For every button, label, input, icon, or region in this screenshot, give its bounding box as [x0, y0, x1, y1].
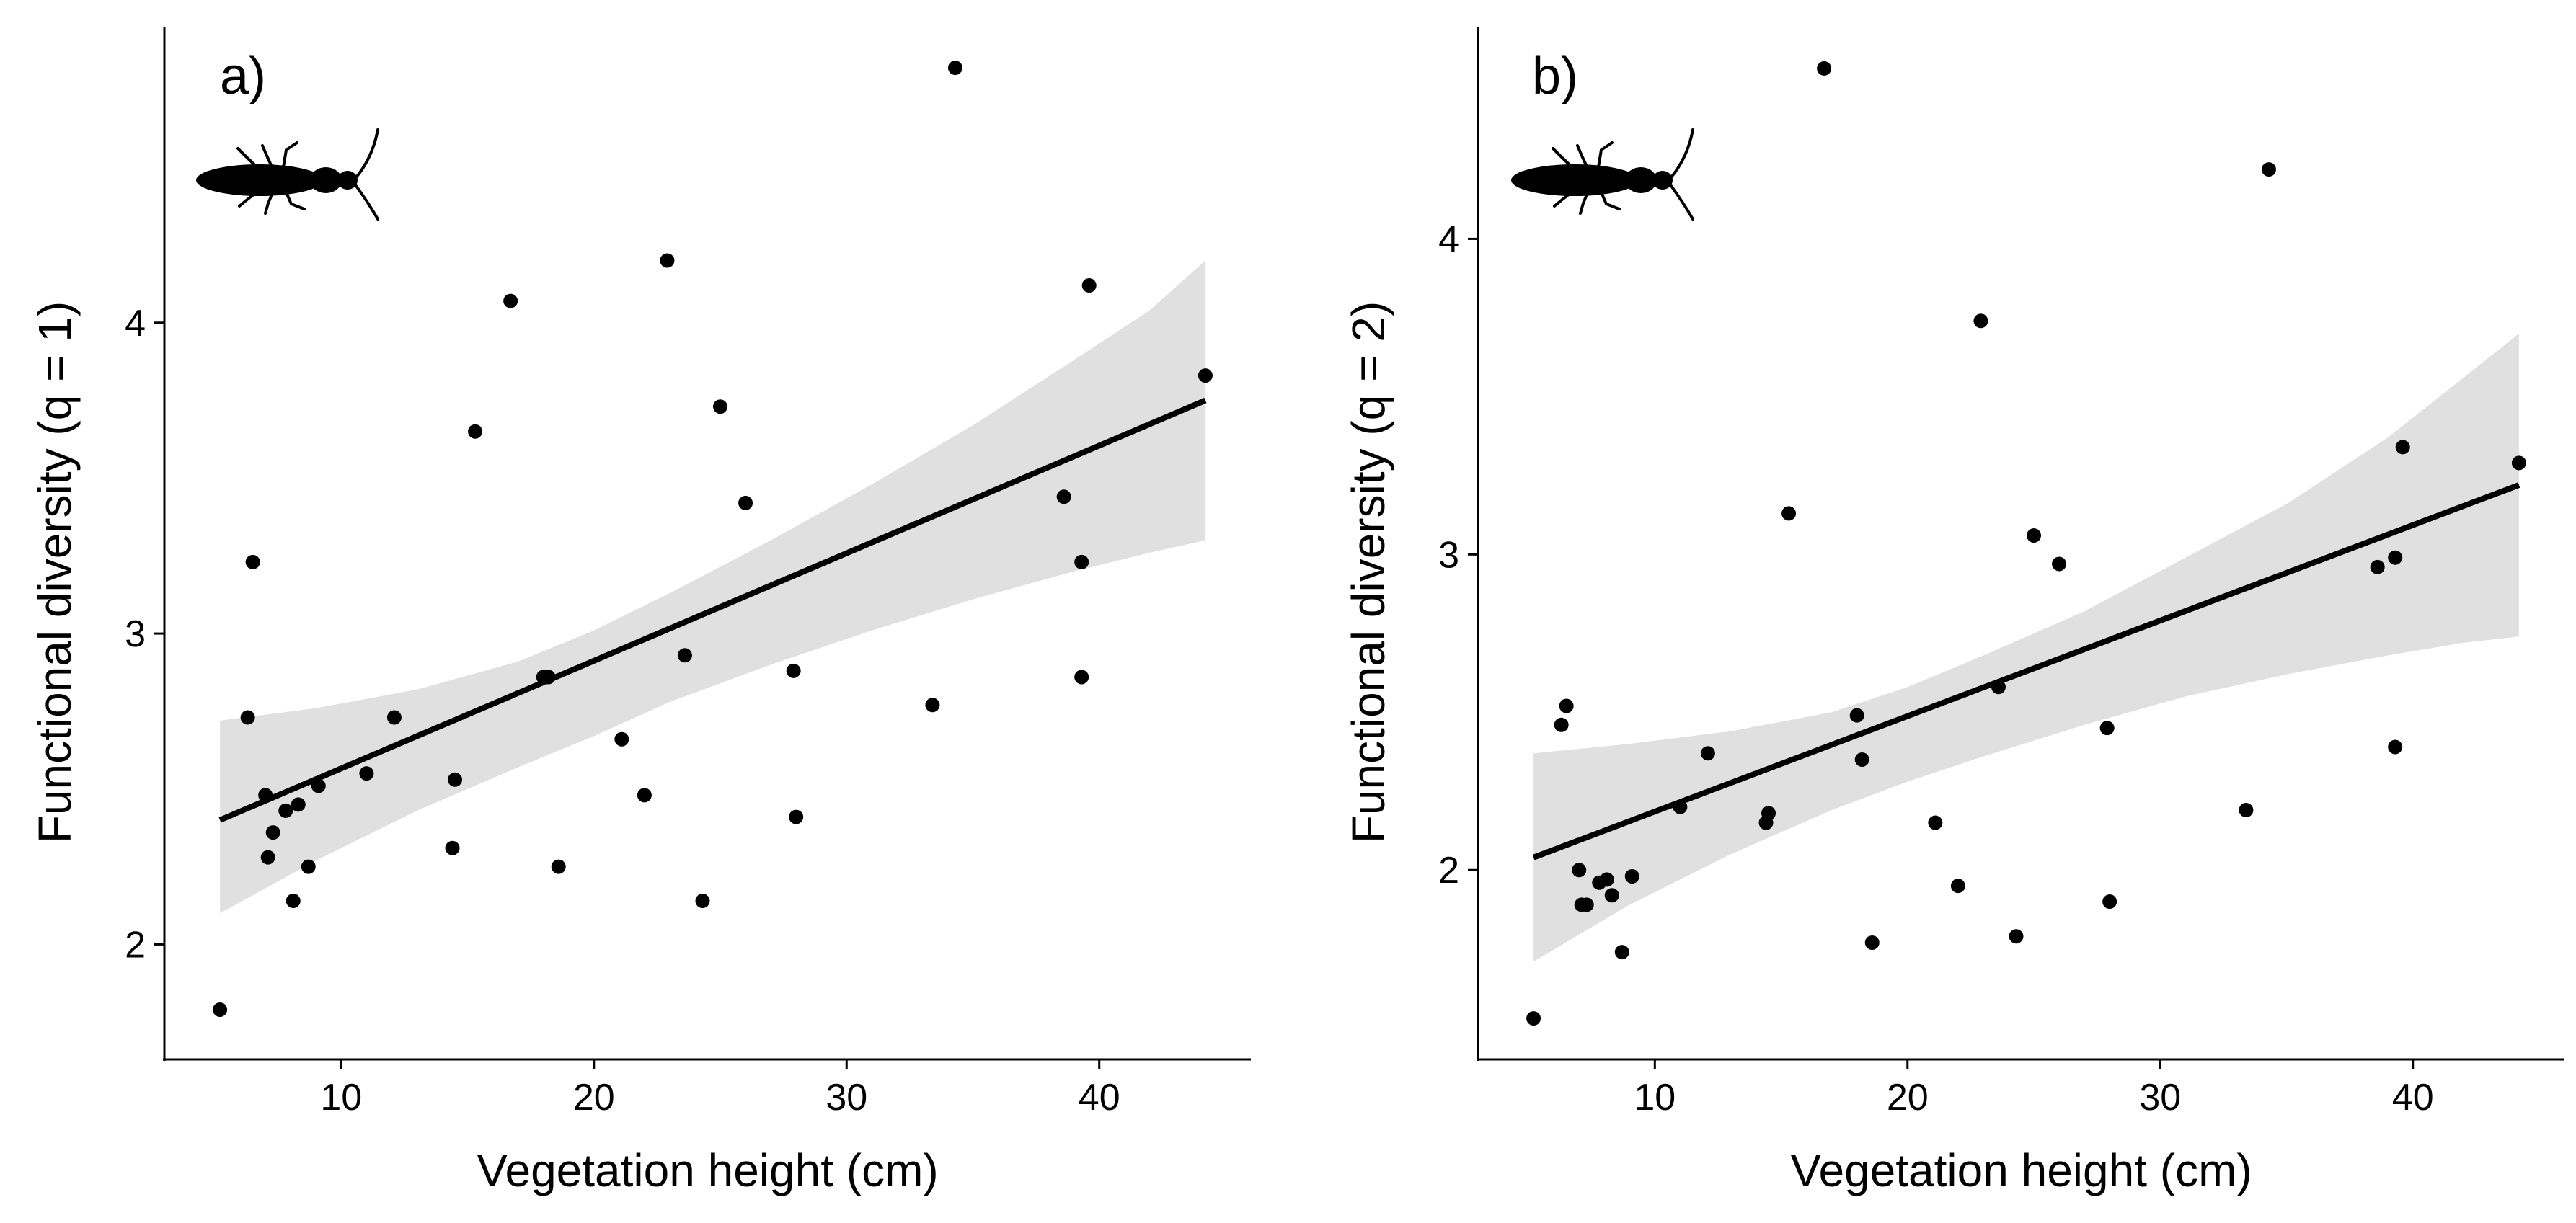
- panel-a-data-point: [265, 825, 280, 840]
- panel-b-x-tick-label: 20: [1887, 1077, 1929, 1119]
- panel-b-data-point: [2388, 739, 2403, 755]
- panel-a-x-tick-label: 30: [826, 1077, 867, 1119]
- panel-a-data-point: [677, 648, 692, 663]
- panel-b-data-point: [1849, 708, 1864, 723]
- panel-b-y-tick-label: 4: [1438, 218, 1459, 260]
- panel-a-data-point: [240, 710, 255, 725]
- panel-b-data-point: [1559, 698, 1574, 713]
- panel-b-data-point: [1817, 61, 1832, 76]
- panel-a-data-point: [713, 399, 728, 414]
- panel-b-data-point: [1599, 872, 1614, 887]
- panel-a-data-point: [311, 778, 326, 793]
- panel-b-data-point: [1781, 506, 1797, 521]
- panel-a-data-point: [738, 495, 753, 510]
- panel-a-data-point: [695, 894, 710, 909]
- panel-b-data-point: [1854, 752, 1869, 767]
- panel-b-data-point: [1673, 799, 1688, 814]
- panel-a-label: a): [220, 48, 266, 105]
- panel-a-x-tick-label: 40: [1079, 1077, 1120, 1119]
- panel-a-data-point: [637, 788, 652, 803]
- panel-a-regression-line: [218, 397, 1207, 823]
- panel-a: a) Vegetation height (cm) Functional div…: [29, 27, 1251, 1196]
- panel-b-y-axis-title: Functional diversity (q = 2): [1342, 301, 1394, 843]
- panel-b-data-point: [1604, 888, 1619, 903]
- panel-a-confidence-band: [220, 260, 1205, 914]
- panel-b-data-point: [1991, 680, 2006, 695]
- panel-b-x-axis-title: Vegetation height (cm): [1790, 1144, 2252, 1196]
- panel-a-data-point: [947, 61, 962, 76]
- panel-b-beetle-icon: [1511, 128, 1694, 221]
- panel-b-data-point: [1950, 879, 1965, 894]
- panel-b-x-tick-label: 40: [2392, 1077, 2434, 1119]
- panel-b-data-point: [1624, 869, 1639, 884]
- panel-a-beetle-icon: [196, 128, 379, 221]
- panel-a-data-point: [260, 850, 275, 865]
- panel-a-data-point: [213, 1002, 228, 1017]
- panel-b-regression-line: [1532, 482, 2520, 860]
- panel-b-data-point: [2511, 455, 2526, 471]
- panel-b-data-point: [2395, 440, 2410, 455]
- panel-a-data-point: [925, 698, 940, 713]
- panel-a-data-point: [291, 797, 306, 812]
- panel-a-data-point: [359, 766, 374, 781]
- panel-b-data-point: [2102, 894, 2117, 910]
- panel-b-data-point: [2261, 162, 2276, 177]
- panel-a-y-tick-label: 3: [125, 613, 146, 655]
- panel-a-data-point: [286, 894, 301, 909]
- panel-b-data-point: [2052, 556, 2067, 572]
- panel-a-y-axis-title: Functional diversity (q = 1): [29, 301, 81, 843]
- panel-b-data-point: [1614, 945, 1629, 960]
- panel-b-data-point: [2099, 721, 2115, 736]
- panel-a-data-point: [789, 809, 804, 824]
- panel-a-data-point: [1056, 489, 1071, 504]
- panel-a-x-axis-title: Vegetation height (cm): [477, 1144, 938, 1196]
- panel-a-y-tick-label: 4: [125, 303, 146, 344]
- panel-b: b) Vegetation height (cm) Functional div…: [1342, 27, 2564, 1196]
- panel-a-x-tick-label: 20: [573, 1077, 615, 1119]
- panel-a-data-point: [660, 253, 675, 268]
- panel-a-data-point: [1074, 670, 1089, 685]
- panel-a-data-point: [614, 731, 629, 747]
- panel-b-data-point: [2239, 803, 2254, 818]
- panel-b-data-point: [1579, 897, 1594, 912]
- panel-a-data-point: [1081, 278, 1097, 293]
- panel-b-x-tick-label: 10: [1634, 1077, 1676, 1119]
- panel-b-y-tick-label: 2: [1438, 850, 1459, 891]
- panel-a-data-point: [445, 840, 460, 855]
- panel-b-data-point: [2370, 559, 2385, 574]
- panel-b-data-point: [2388, 550, 2403, 565]
- panel-b-data-point: [2027, 528, 2042, 543]
- panel-b-data-point: [1928, 815, 1943, 830]
- panel-b-data-point: [1572, 863, 1587, 878]
- panel-a-data-point: [468, 424, 483, 439]
- panel-a-data-point: [503, 293, 518, 308]
- panel-b-data-point: [1700, 746, 1715, 761]
- panel-b-y-tick-label: 3: [1438, 534, 1459, 576]
- panel-a-x-tick-label: 10: [320, 1077, 362, 1119]
- panel-b-data-point: [2009, 929, 2024, 944]
- panel-a-y-tick-label: 2: [125, 924, 146, 966]
- panel-a-data-point: [386, 710, 402, 725]
- panel-b-label: b): [1532, 48, 1578, 105]
- panel-b-data-point: [1761, 806, 1776, 821]
- panel-a-data-point: [786, 663, 801, 678]
- panel-a-data-point: [245, 554, 260, 569]
- panel-b-data-point: [1864, 935, 1880, 950]
- panel-a-data-point: [278, 803, 293, 818]
- panel-a-data-point: [1198, 368, 1213, 383]
- panel-a-data-point: [1074, 554, 1089, 569]
- panel-a-data-point: [551, 859, 566, 874]
- panel-a-data-point: [258, 788, 273, 803]
- panel-a-data-point: [541, 670, 556, 685]
- panel-b-data-point: [1973, 313, 1988, 329]
- panel-b-confidence-band: [1533, 333, 2519, 962]
- panel-b-data-point: [1554, 717, 1569, 732]
- panel-a-data-point: [301, 859, 316, 874]
- panel-b-data-point: [1526, 1011, 1541, 1026]
- panel-a-data-point: [448, 772, 463, 787]
- panel-b-x-tick-label: 30: [2139, 1077, 2181, 1119]
